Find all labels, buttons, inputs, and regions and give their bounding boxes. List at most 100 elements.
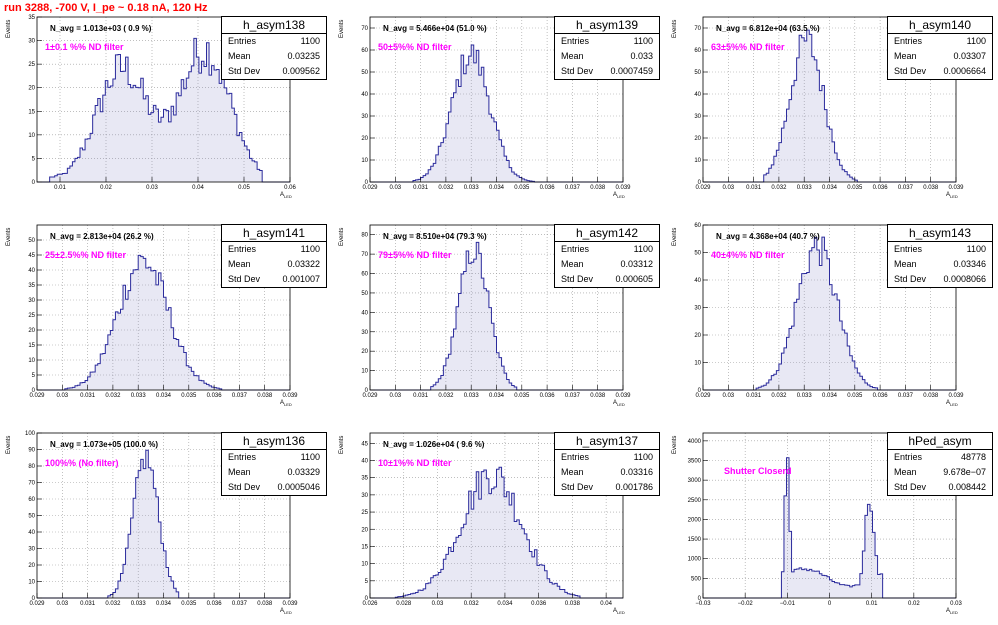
- histogram-bin: [123, 285, 126, 390]
- y-tick-label: 25: [361, 510, 368, 516]
- x-tick-label: 0.031: [746, 393, 762, 399]
- y-tick-label: 10: [28, 133, 35, 139]
- stats-row-mean: Mean 9.678e−07: [888, 465, 992, 480]
- histogram-bin: [476, 242, 479, 390]
- x-tick-label: 0.03: [56, 393, 68, 399]
- stats-key: Std Dev: [561, 482, 594, 492]
- histogram-bin: [62, 173, 65, 182]
- x-axis-label-main: A: [280, 400, 285, 406]
- histogram-bin: [226, 93, 230, 182]
- histogram-bin: [806, 30, 810, 183]
- stats-row-entries: Entries 1100: [222, 34, 326, 49]
- histogram-bin: [150, 470, 154, 598]
- histogram-bin: [842, 584, 845, 598]
- run-title: run 3288, -700 V, I_pe ~ 0.18 nA, 120 Hz: [4, 2, 208, 14]
- histogram-bin: [834, 152, 838, 182]
- histogram-bin: [236, 135, 240, 182]
- histogram-bin: [191, 371, 194, 390]
- x-tick-label: 0.034: [156, 393, 172, 399]
- histogram-bin: [476, 50, 479, 182]
- x-tick-label: 0.037: [898, 393, 914, 399]
- x-tick-label: 0.02: [908, 601, 920, 607]
- histogram-bin: [463, 524, 467, 598]
- stats-box-title: h_asym142: [555, 225, 659, 242]
- y-tick-label: 40: [361, 92, 368, 98]
- histogram-bin: [521, 178, 525, 182]
- stats-key: Mean: [228, 51, 251, 61]
- histogram-bin: [201, 61, 204, 182]
- y-tick-label: 35: [361, 476, 368, 482]
- x-tick-label: 0.032: [438, 393, 454, 399]
- histogram-bin: [77, 385, 81, 390]
- histogram-bin: [168, 576, 172, 598]
- histogram-bin: [776, 150, 779, 182]
- histogram-bin: [478, 75, 482, 182]
- histogram-bin: [110, 330, 113, 390]
- histogram-bin: [461, 274, 464, 390]
- histogram-bin: [102, 353, 106, 390]
- histogram-bin: [832, 141, 835, 182]
- histogram-bin: [176, 339, 179, 390]
- x-tick-label: 0.031: [413, 185, 429, 191]
- stats-row-entries: Entries 1100: [555, 450, 659, 465]
- stats-value-entries: 1100: [300, 452, 320, 462]
- histogram-bin: [821, 575, 825, 598]
- filter-label: 25±2.5%% ND filter: [45, 250, 126, 260]
- histogram-bin: [120, 573, 124, 598]
- stats-row-mean: Mean 0.03329: [222, 465, 326, 480]
- histogram-bin: [486, 95, 489, 182]
- histogram-bin: [183, 88, 187, 182]
- histogram-bin: [168, 307, 172, 390]
- x-axis-label: ALED: [613, 608, 625, 615]
- histogram-bin: [804, 40, 807, 183]
- stats-value-entries: 1100: [300, 36, 320, 46]
- histogram-bin: [509, 167, 512, 182]
- y-tick-label: 0: [698, 596, 702, 602]
- x-axis-label-sub: LED: [950, 610, 958, 616]
- histogram-bin: [130, 273, 134, 390]
- x-tick-label: 0.039: [615, 185, 631, 191]
- x-tick-label: 0.035: [847, 185, 863, 191]
- stats-value-mean: 0.033: [630, 51, 653, 61]
- stats-value-entries: 1100: [966, 244, 986, 254]
- x-tick-label: 0: [828, 601, 832, 607]
- histogram-bin: [425, 173, 429, 182]
- histogram-bin: [410, 593, 414, 598]
- y-tick-label: 50: [361, 70, 368, 76]
- stats-row-mean: Mean 0.033: [555, 49, 659, 64]
- histogram-bin: [148, 267, 151, 390]
- histogram-bin: [809, 34, 812, 183]
- histogram-bin: [826, 576, 830, 598]
- histogram-bin: [77, 157, 81, 182]
- stats-key: Mean: [894, 259, 917, 269]
- histogram-bin: [491, 488, 494, 598]
- y-tick-label: 60: [694, 48, 701, 54]
- histogram-bin: [857, 372, 860, 390]
- histogram-bin: [483, 469, 487, 598]
- histogram-bin: [160, 543, 164, 598]
- histogram-bin: [105, 80, 108, 182]
- histogram-bin: [877, 574, 881, 598]
- histogram-bin: [69, 166, 73, 182]
- histogram-bin: [402, 595, 406, 598]
- histogram-bin: [826, 258, 830, 390]
- y-tick-label: 500: [691, 576, 702, 582]
- stats-value-std: 0.0006664: [943, 66, 986, 76]
- histogram-bin: [415, 179, 419, 182]
- histogram-bin: [524, 179, 527, 182]
- histogram-bin: [875, 555, 878, 598]
- x-tick-label: 0.036: [207, 601, 223, 607]
- histogram-bin: [559, 589, 563, 598]
- y-tick-label: 80: [28, 464, 35, 470]
- histogram-bin: [491, 323, 494, 390]
- histogram-bin: [875, 387, 878, 390]
- x-tick-label: 0.038: [565, 601, 581, 607]
- stats-box-title: hPed_asym: [888, 433, 992, 450]
- histogram-bin: [231, 108, 235, 182]
- histogram-bin: [554, 583, 558, 598]
- histogram-bin: [458, 293, 462, 390]
- x-tick-label: 0.029: [362, 185, 378, 191]
- y-tick-label: 2000: [688, 517, 702, 523]
- x-tick-label: 0.034: [497, 601, 513, 607]
- stats-key: Std Dev: [561, 66, 594, 76]
